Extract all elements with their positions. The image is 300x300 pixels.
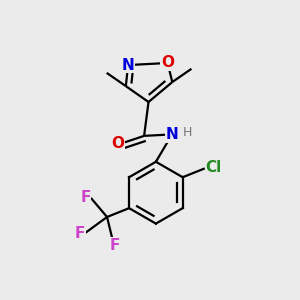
Text: F: F <box>80 190 91 205</box>
Text: F: F <box>109 238 120 253</box>
Text: Cl: Cl <box>206 160 222 175</box>
Text: N: N <box>166 127 178 142</box>
Text: O: O <box>111 136 124 151</box>
Text: O: O <box>161 56 174 70</box>
Text: H: H <box>183 126 192 140</box>
Text: F: F <box>74 226 85 241</box>
Text: N: N <box>122 58 134 73</box>
